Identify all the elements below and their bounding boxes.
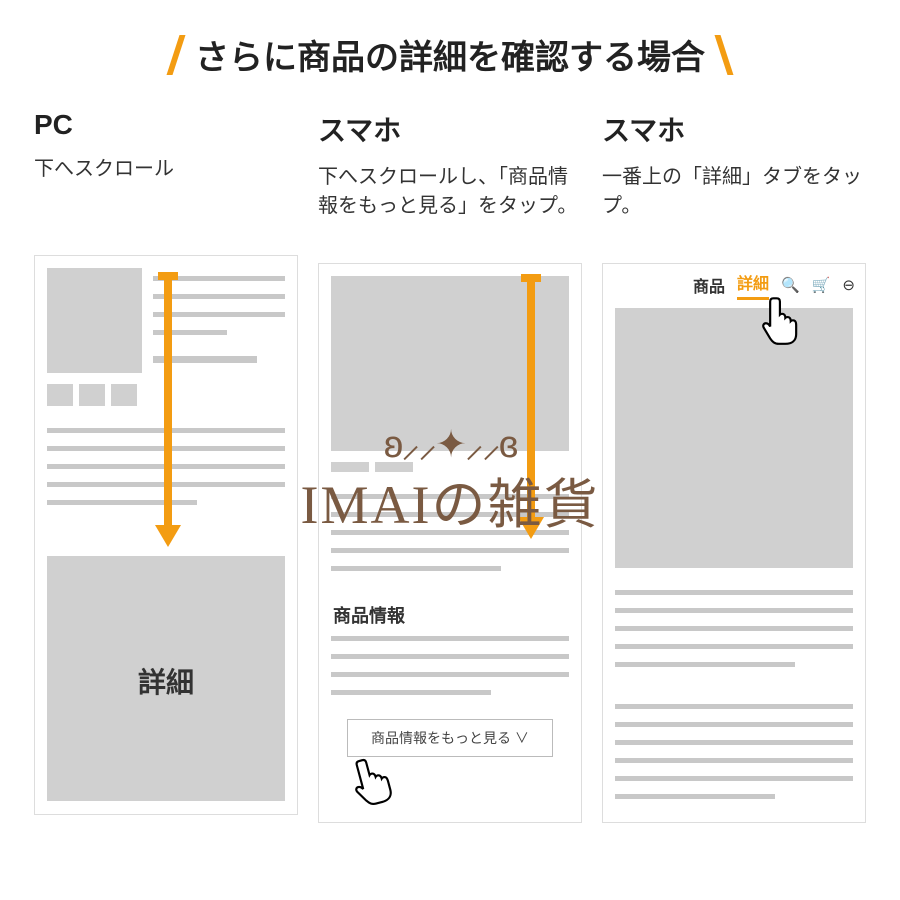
text-line: [615, 704, 853, 709]
content-block: [615, 308, 853, 568]
text-line: [331, 636, 569, 641]
more-info-button[interactable]: 商品情報をもっと見る ∨: [347, 719, 553, 757]
text-line: [615, 662, 795, 667]
text-line: [331, 566, 501, 571]
thumb-placeholder: [79, 384, 105, 406]
scroll-arrow: [524, 278, 538, 523]
tab-bar: 商品 詳細 🔍 🛒 ⊖: [613, 270, 855, 300]
scroll-arrow: [161, 276, 175, 531]
minus-icon[interactable]: ⊖: [842, 276, 855, 294]
column-desc: 下へスクロールし、「商品情報をもっと見る」をタップ。: [318, 163, 582, 253]
detail-label: 詳細: [138, 661, 194, 701]
tab-product[interactable]: 商品: [693, 273, 725, 297]
text-line: [615, 608, 853, 613]
pointer-hand-icon: [343, 749, 401, 811]
header: さらに商品の詳細を確認する場合: [0, 0, 900, 99]
header-title: さらに商品の詳細を確認する場合: [195, 30, 705, 79]
text-line: [615, 794, 775, 799]
text-line: [615, 758, 853, 763]
text-line: [615, 740, 853, 745]
text-line: [331, 690, 491, 695]
text-line: [615, 722, 853, 727]
mockup-pc: 詳細: [34, 255, 298, 815]
tab-detail[interactable]: 詳細: [737, 270, 769, 300]
mockup-sp-scroll: 商品情報 商品情報をもっと見る ∨: [318, 263, 582, 823]
column-title: PC: [34, 109, 298, 141]
section-heading: 商品情報: [333, 602, 405, 628]
text-line: [615, 626, 853, 631]
column-desc: 下へスクロール: [34, 155, 298, 245]
slash-decoration-right: [715, 35, 734, 75]
slash-decoration-left: [167, 35, 186, 75]
thumb-placeholder: [111, 384, 137, 406]
text-line: [331, 548, 569, 553]
text-line: [331, 654, 569, 659]
cart-icon[interactable]: 🛒: [812, 276, 831, 294]
image-placeholder: [47, 268, 142, 373]
text-line: [615, 776, 853, 781]
text-line: [615, 644, 853, 649]
search-icon[interactable]: 🔍: [781, 276, 800, 294]
column-sp-tab: スマホ 一番上の「詳細」タブをタップ。 商品 詳細 🔍 🛒 ⊖: [602, 109, 866, 823]
column-title: スマホ: [602, 109, 866, 149]
text-line: [615, 590, 853, 595]
thumb-placeholder: [331, 462, 369, 472]
column-desc: 一番上の「詳細」タブをタップ。: [602, 163, 866, 253]
columns-container: PC 下へスクロール 詳細: [0, 99, 900, 823]
text-line: [331, 672, 569, 677]
column-sp-scroll: スマホ 下へスクロールし、「商品情報をもっと見る」をタップ。 商品情報 商品情報…: [318, 109, 582, 823]
thumb-placeholder: [375, 462, 413, 472]
thumb-placeholder: [47, 384, 73, 406]
column-title: スマホ: [318, 109, 582, 149]
mockup-sp-tab: 商品 詳細 🔍 🛒 ⊖: [602, 263, 866, 823]
column-pc: PC 下へスクロール 詳細: [34, 109, 298, 823]
